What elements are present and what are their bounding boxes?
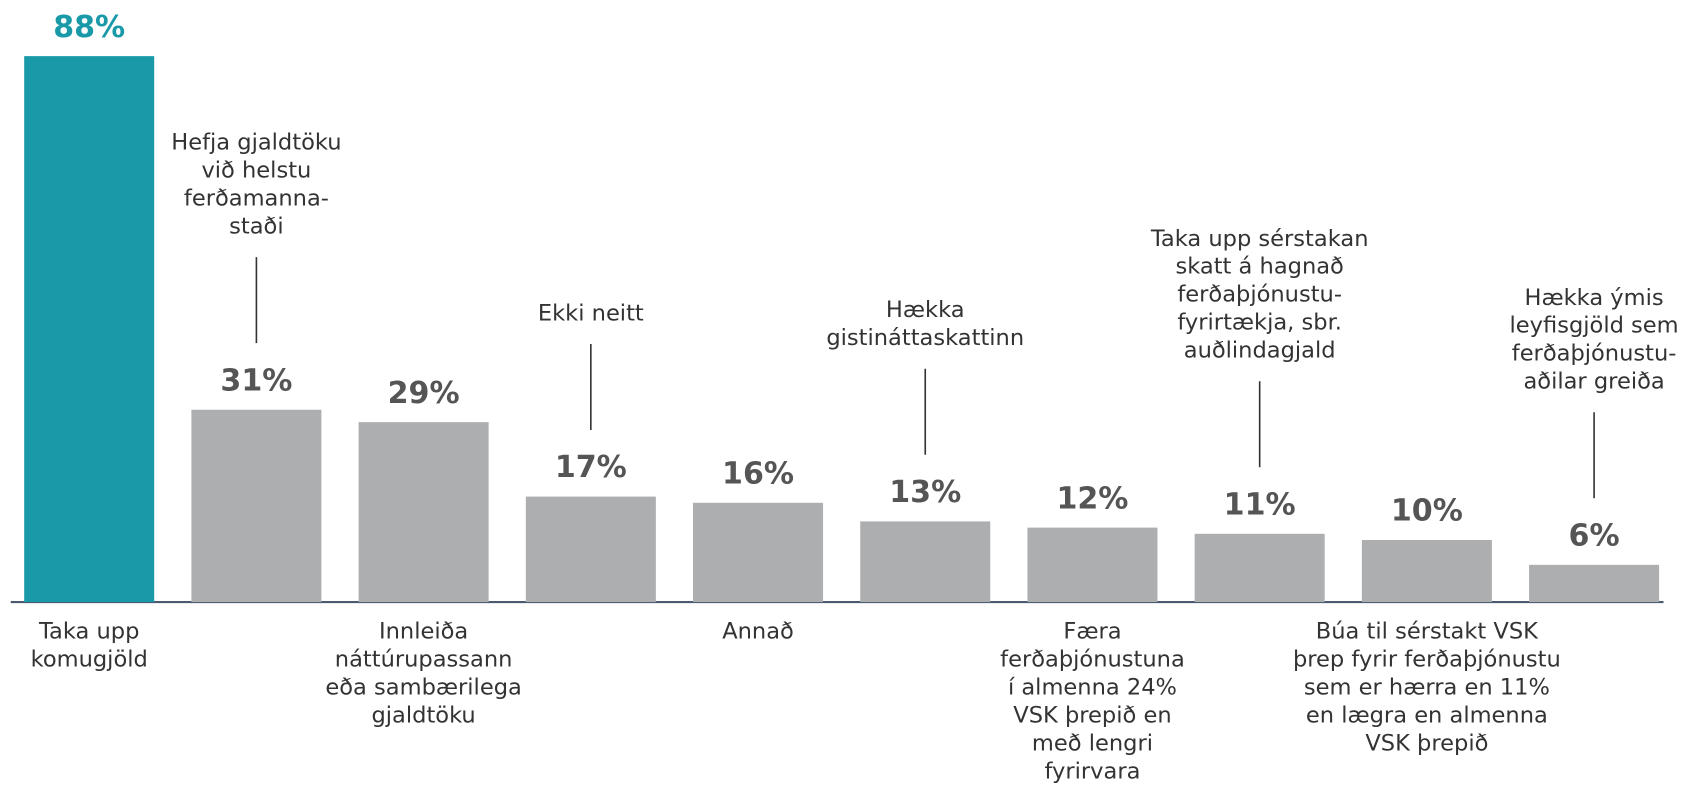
- category-label: Innleiða náttúrupassann eða sambærilega gja…: [325, 619, 521, 729]
- value-label: 6%: [1569, 518, 1620, 553]
- bar: [1194, 533, 1325, 603]
- value-label: 31%: [220, 363, 292, 398]
- category-label: Annað: [722, 619, 794, 645]
- value-label: 17%: [555, 450, 627, 485]
- category-label: Hækka ýmis leyfisgjöld sem ferðaþjónustu-a…: [1510, 285, 1679, 395]
- value-label: 16%: [722, 456, 794, 491]
- bar: [525, 496, 656, 603]
- category-label: Færa ferðaþjónustuna í almenna 24% VSK þrep…: [1000, 619, 1185, 785]
- value-label: 13%: [889, 475, 961, 510]
- bar: [1361, 540, 1492, 603]
- value-label: 29%: [388, 376, 460, 411]
- bar: [1529, 564, 1660, 603]
- bar: [860, 521, 991, 603]
- bar: [693, 502, 824, 603]
- bar: [1027, 527, 1158, 603]
- bar: [358, 422, 489, 603]
- category-label: Taka upp sérstakan skatt á hagnað ferðaþjó…: [1150, 226, 1369, 364]
- value-label: 10%: [1391, 494, 1463, 529]
- category-label: Ekki neitt: [538, 300, 644, 326]
- category-label: Taka upp komugjöld: [31, 619, 148, 673]
- value-label: 88%: [53, 10, 125, 45]
- category-label: Hækka gistináttaskattinn: [826, 297, 1024, 351]
- category-label: Hefja gjaldtöku við helstu ferðamanna-stað…: [171, 130, 341, 240]
- value-label: 11%: [1224, 487, 1296, 522]
- bar: [191, 409, 322, 603]
- category-label: Búa til sérstakt VSK þrep fyrir ferðaþjón…: [1293, 619, 1561, 757]
- value-label: 12%: [1056, 481, 1128, 516]
- bar: [24, 56, 155, 603]
